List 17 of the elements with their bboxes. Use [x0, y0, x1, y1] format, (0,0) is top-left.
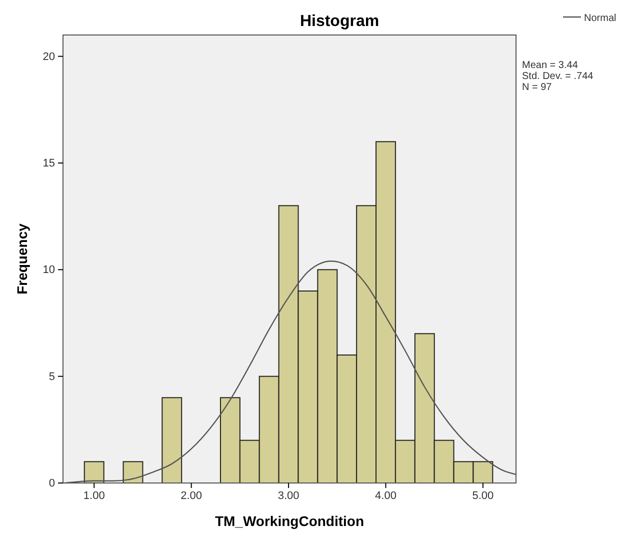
- y-tick-label: 15: [42, 158, 55, 170]
- x-tick-label: 5.00: [472, 490, 494, 502]
- y-axis-title: Frequency: [14, 223, 30, 294]
- x-axis-title: TM_WorkingCondition: [214, 513, 364, 529]
- text: Mean = 3.44: [522, 60, 578, 71]
- text: N = 97: [522, 82, 552, 93]
- legend-label: Normal: [584, 13, 616, 24]
- x-tick-label: 2.00: [180, 490, 202, 502]
- x-tick-label: 4.00: [375, 490, 396, 502]
- y-tick-label: 10: [42, 264, 55, 276]
- x-tick-label: 1.00: [83, 490, 105, 502]
- y-tick-label: 5: [48, 370, 55, 383]
- text: Std. Dev. = .744: [522, 71, 594, 82]
- y-tick-label: 0: [48, 478, 55, 490]
- x-tick-label: 3.00: [278, 490, 300, 502]
- chart-title: Histogram: [300, 13, 380, 30]
- y-tick-label: 20: [42, 50, 55, 63]
